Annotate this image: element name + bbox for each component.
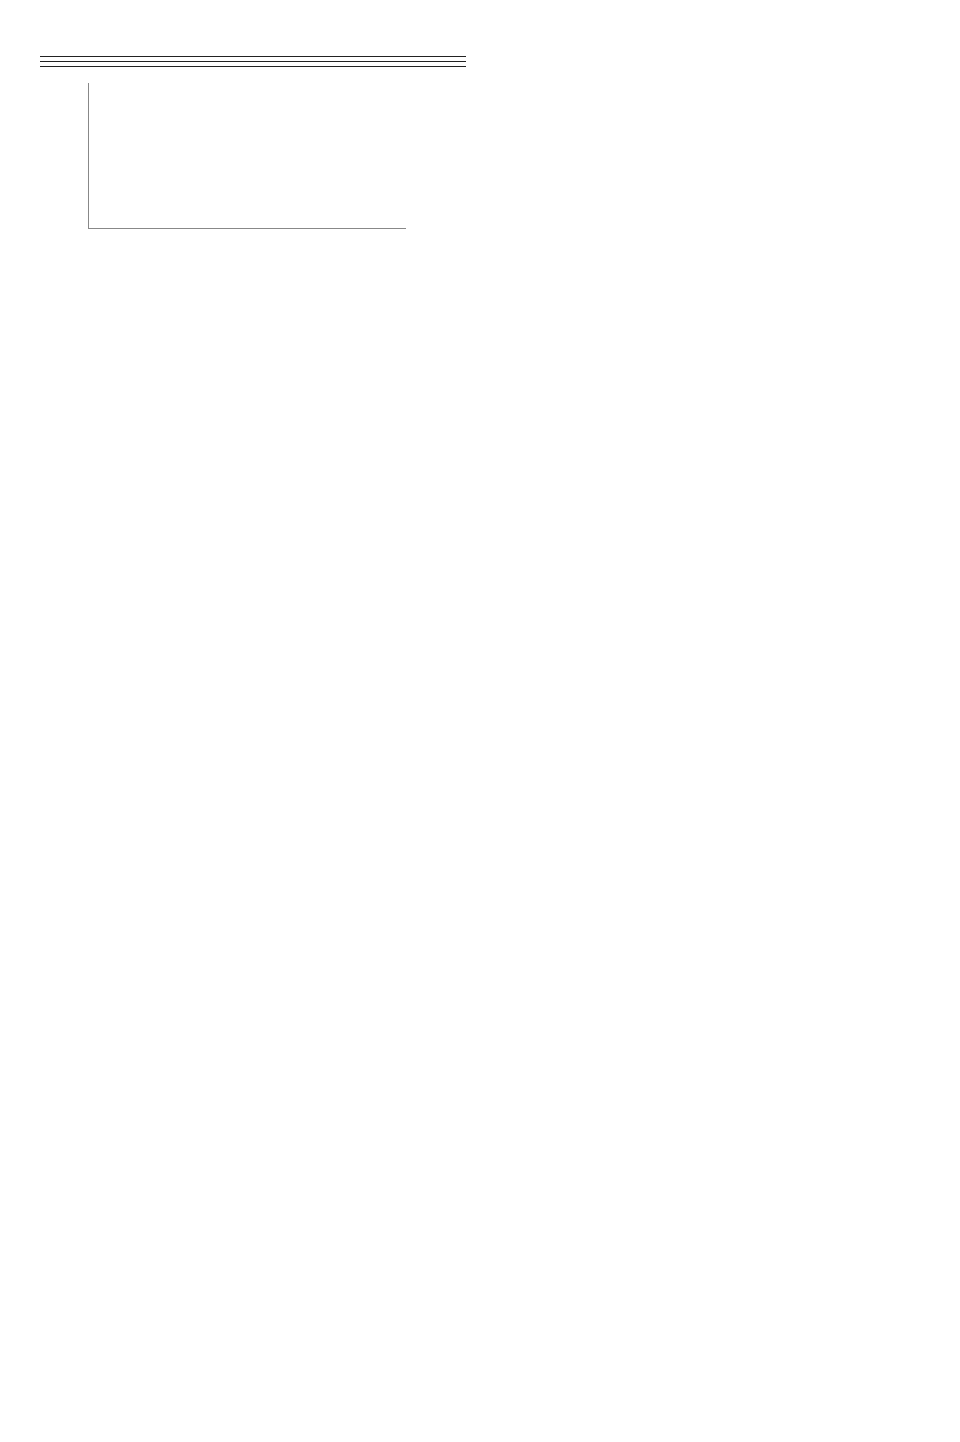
th2-sevo-n: [147, 62, 254, 67]
legend-swatch-sevo: [449, 117, 461, 127]
left-column: [40, 46, 466, 269]
figure-2: [40, 77, 466, 257]
th2-blank: [40, 62, 147, 67]
th2-tiva-n: [253, 62, 360, 67]
legend-swatch-tiva: [449, 131, 461, 141]
bun-kreatin-chart: [40, 77, 466, 257]
two-column-layout: [40, 46, 920, 269]
th2-p-blank: [360, 62, 467, 67]
chart-legend: [449, 117, 466, 145]
hemoglobin-table: [40, 56, 466, 67]
legend-sevo: [449, 117, 466, 127]
legend-tiva: [449, 131, 466, 141]
right-column: [494, 46, 920, 269]
